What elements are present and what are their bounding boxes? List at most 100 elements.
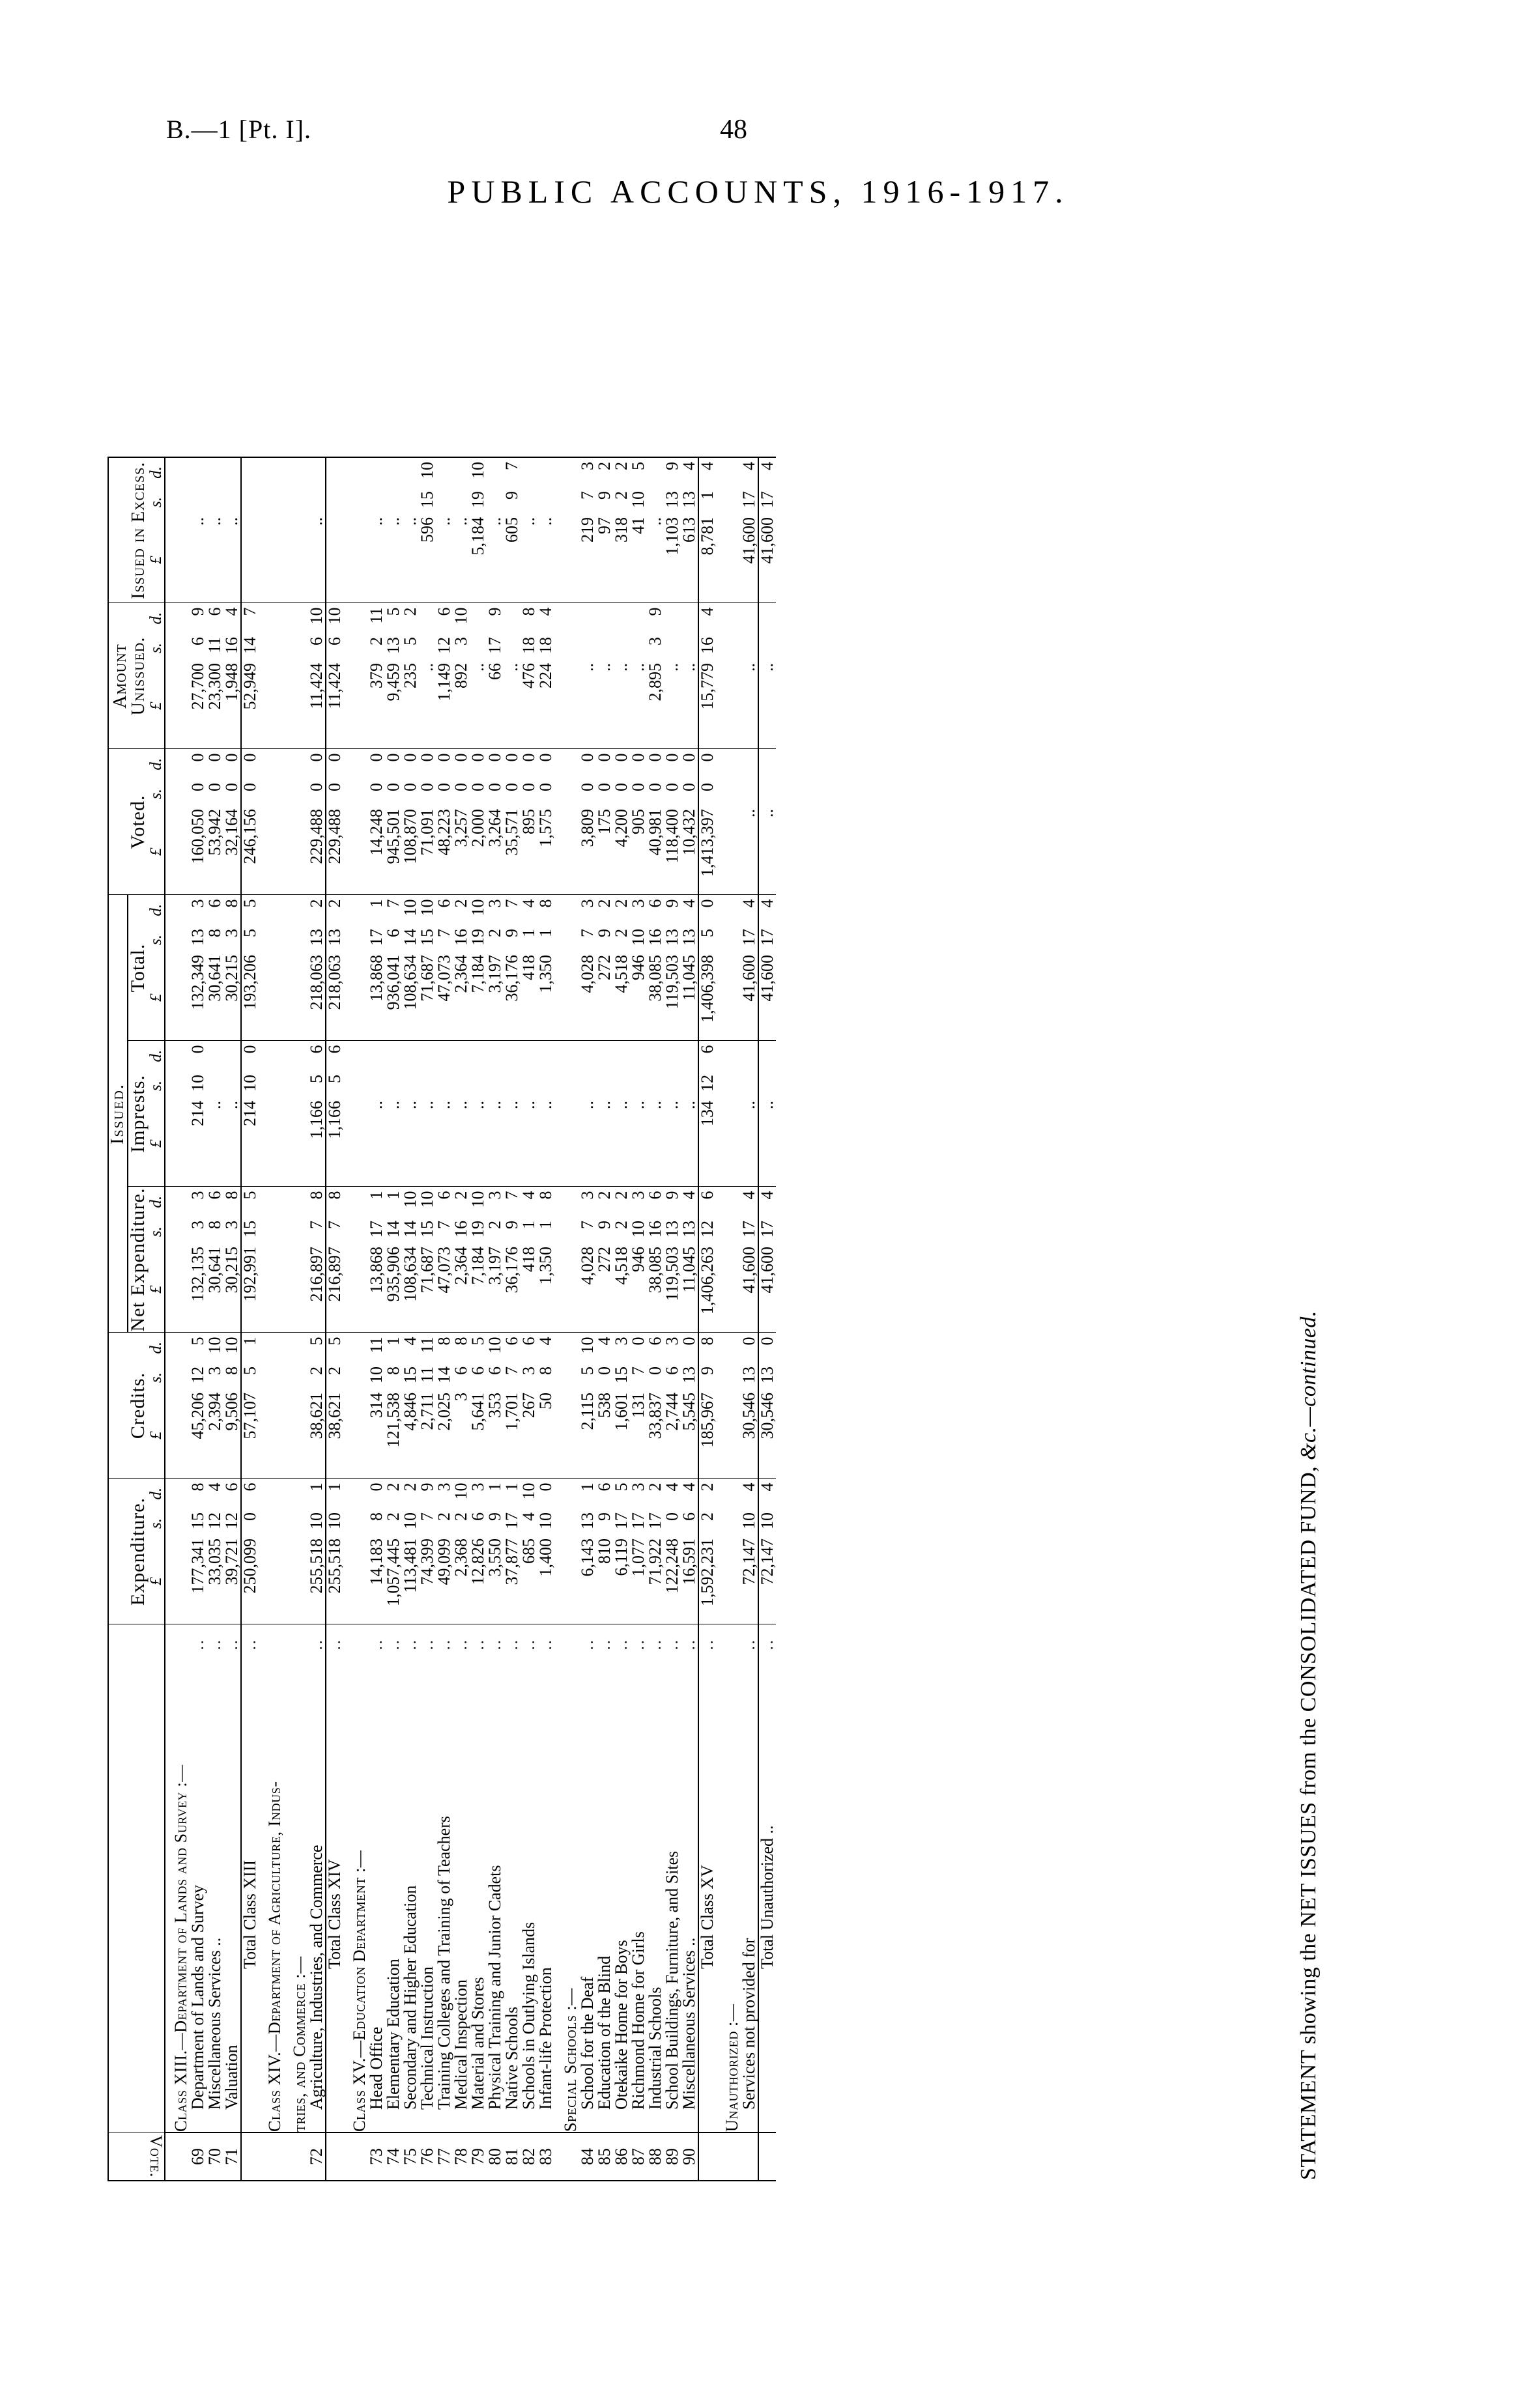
cell-voted-pounds: 945,501 (384, 809, 403, 895)
cell-total-pounds (716, 955, 741, 1041)
cell-expenditure-pounds: 1,400 (536, 1538, 555, 1624)
cell-imprests-pence (165, 1041, 190, 1071)
cell-net-pounds (343, 1247, 368, 1333)
cell-unissued-pence: 9 (188, 607, 207, 616)
cell-leader-dots: .. (741, 1638, 758, 1650)
cell-imprests-pence (259, 1041, 283, 1071)
cell-vote-number: 77 (435, 2132, 453, 2181)
cell-vote-number: 84 (578, 2132, 597, 2181)
cell-unissued-shillings: 16 (698, 633, 717, 663)
cell-excess-pounds: 318 (612, 517, 631, 603)
cell-excess-pence: 7 (502, 457, 521, 487)
cell-total-pence: 2 (612, 899, 631, 908)
cell-credits-shillings: 6 (468, 1367, 487, 1375)
cell-credits-shillings (165, 1363, 190, 1393)
cell-expenditure-shillings: 8 (367, 1512, 386, 1521)
table-row: 88 Industrial Schools.. 71,922 17 2 33,837 0 6 3… (646, 457, 665, 2181)
statement-caption-text: STATEMENT showing the NET ISSUES from th… (1296, 1460, 1321, 2180)
cell-credits-shillings: 0 (646, 1367, 665, 1375)
cell-imprests-pounds: .. (435, 1101, 453, 1187)
cell-excess-shillings (453, 487, 470, 517)
cell-expenditure-pence: 1 (502, 1482, 521, 1492)
cell-vote-number: 78 (451, 2132, 470, 2181)
cell-net-pence: 6 (698, 1187, 717, 1217)
cell-unissued-pounds: 11,424 (307, 663, 326, 749)
lsd-d-credits: d. (147, 1333, 165, 1363)
cell-excess-pounds (241, 517, 259, 603)
cell-voted-pence (259, 749, 283, 779)
table-section-heading-row: tries, and Commerce :— (283, 457, 309, 2181)
cell-credits-shillings: 6 (485, 1367, 504, 1375)
cell-excess-shillings (190, 487, 207, 517)
cell-excess-shillings (207, 487, 223, 517)
cell-voted-shillings: 0 (418, 783, 436, 791)
cell-excess-pence (223, 457, 241, 487)
cell-voted-pence: 0 (485, 753, 504, 762)
cell-voted-shillings: 0 (519, 783, 538, 791)
cell-imprests-pounds (165, 1101, 190, 1187)
cell-vote-number (741, 2132, 758, 2181)
cell-leader-dots: .. (420, 1638, 436, 1650)
cell-credits-shillings: 2 (307, 1367, 326, 1375)
cell-excess-shillings: 17 (758, 487, 777, 517)
cell-excess-shillings (537, 487, 554, 517)
cell-excess-pounds: .. (188, 517, 207, 603)
cell-voted-pence: 0 (188, 753, 207, 762)
cell-imprests-shillings (207, 1071, 223, 1101)
statement-caption: STATEMENT showing the NET ISSUES from th… (1296, 1310, 1321, 2180)
cell-total-pounds: 936,041 (384, 955, 403, 1041)
cell-voted-pence (554, 749, 579, 779)
cell-unissued-pounds (165, 663, 190, 749)
cell-leader-dots: .. (190, 1638, 207, 1650)
cell-imprests-pence (758, 1041, 776, 1071)
cell-credits-pence: 8 (698, 1333, 717, 1363)
cell-imprests-pounds: .. (468, 1101, 487, 1187)
table-row: 90 Miscellaneous Services .... 16,591 6 4 5,5… (679, 457, 698, 2181)
lsd-d-total: d. (147, 895, 165, 925)
cell-expenditure-pence: 6 (595, 1482, 614, 1492)
cell-net-pence: 3 (485, 1191, 504, 1200)
cell-credits-pence: 3 (612, 1337, 631, 1346)
cell-credits-pounds: 538 (595, 1393, 614, 1479)
cell-net-pounds: 47,073 (435, 1247, 453, 1333)
cell-imprests-pounds (259, 1101, 283, 1187)
cell-credits-pence (716, 1333, 741, 1363)
lsd-d-expenditure: d. (147, 1479, 165, 1509)
cell-voted-shillings (343, 779, 368, 809)
cell-imprests-pence (453, 1041, 470, 1071)
page-title: PUBLIC ACCOUNTS, 1916-1917. (447, 173, 1069, 210)
cell-credits-shillings: 8 (222, 1367, 241, 1375)
lead-lsd-spacer (148, 1624, 165, 1664)
cell-unissued-shillings (716, 633, 741, 663)
cell-credits-pounds (343, 1393, 368, 1479)
cell-net-pounds: 119,503 (663, 1247, 681, 1333)
cell-imprests-pence (647, 1041, 664, 1071)
cell-description: Training Colleges and Training of Teache… (435, 1816, 453, 2110)
cell-excess-shillings (368, 487, 385, 517)
cell-expenditure-pounds (283, 1538, 308, 1624)
cell-net-shillings (259, 1217, 283, 1247)
cell-excess-shillings (436, 487, 453, 517)
cell-leader-dots: .. (631, 1638, 648, 1650)
cell-total-pounds: 71,687 (418, 955, 436, 1041)
cell-unissued-pounds (259, 663, 283, 749)
cell-leader-dots: .. (698, 1624, 717, 1664)
cell-voted-shillings: 0 (468, 783, 487, 791)
cell-unissued-pence (165, 603, 190, 633)
cell-excess-shillings: 15 (418, 491, 436, 508)
cell-voted-pence: 0 (451, 753, 470, 762)
cell-net-pence: 7 (502, 1191, 521, 1200)
cell-unissued-pence: 10 (325, 603, 344, 633)
cell-excess-pence: 10 (468, 457, 487, 487)
cell-excess-shillings (308, 487, 326, 517)
cell-credits-pounds: 2,394 (205, 1393, 224, 1479)
cell-description: Medical Inspection (451, 1979, 470, 2110)
cell-total-shillings: 14 (401, 929, 420, 946)
section-label: Class XIV.—Department of Agriculture, In… (265, 1781, 284, 2132)
cell-expenditure-shillings: 10 (307, 1512, 326, 1529)
cell-credits-pence: 5 (188, 1337, 207, 1346)
cell-unissued-pence (419, 603, 436, 633)
cell-excess-pounds: 1,103 (663, 517, 681, 603)
cell-vote-number: 75 (401, 2132, 420, 2181)
cell-net-pounds: 38,085 (646, 1247, 665, 1333)
